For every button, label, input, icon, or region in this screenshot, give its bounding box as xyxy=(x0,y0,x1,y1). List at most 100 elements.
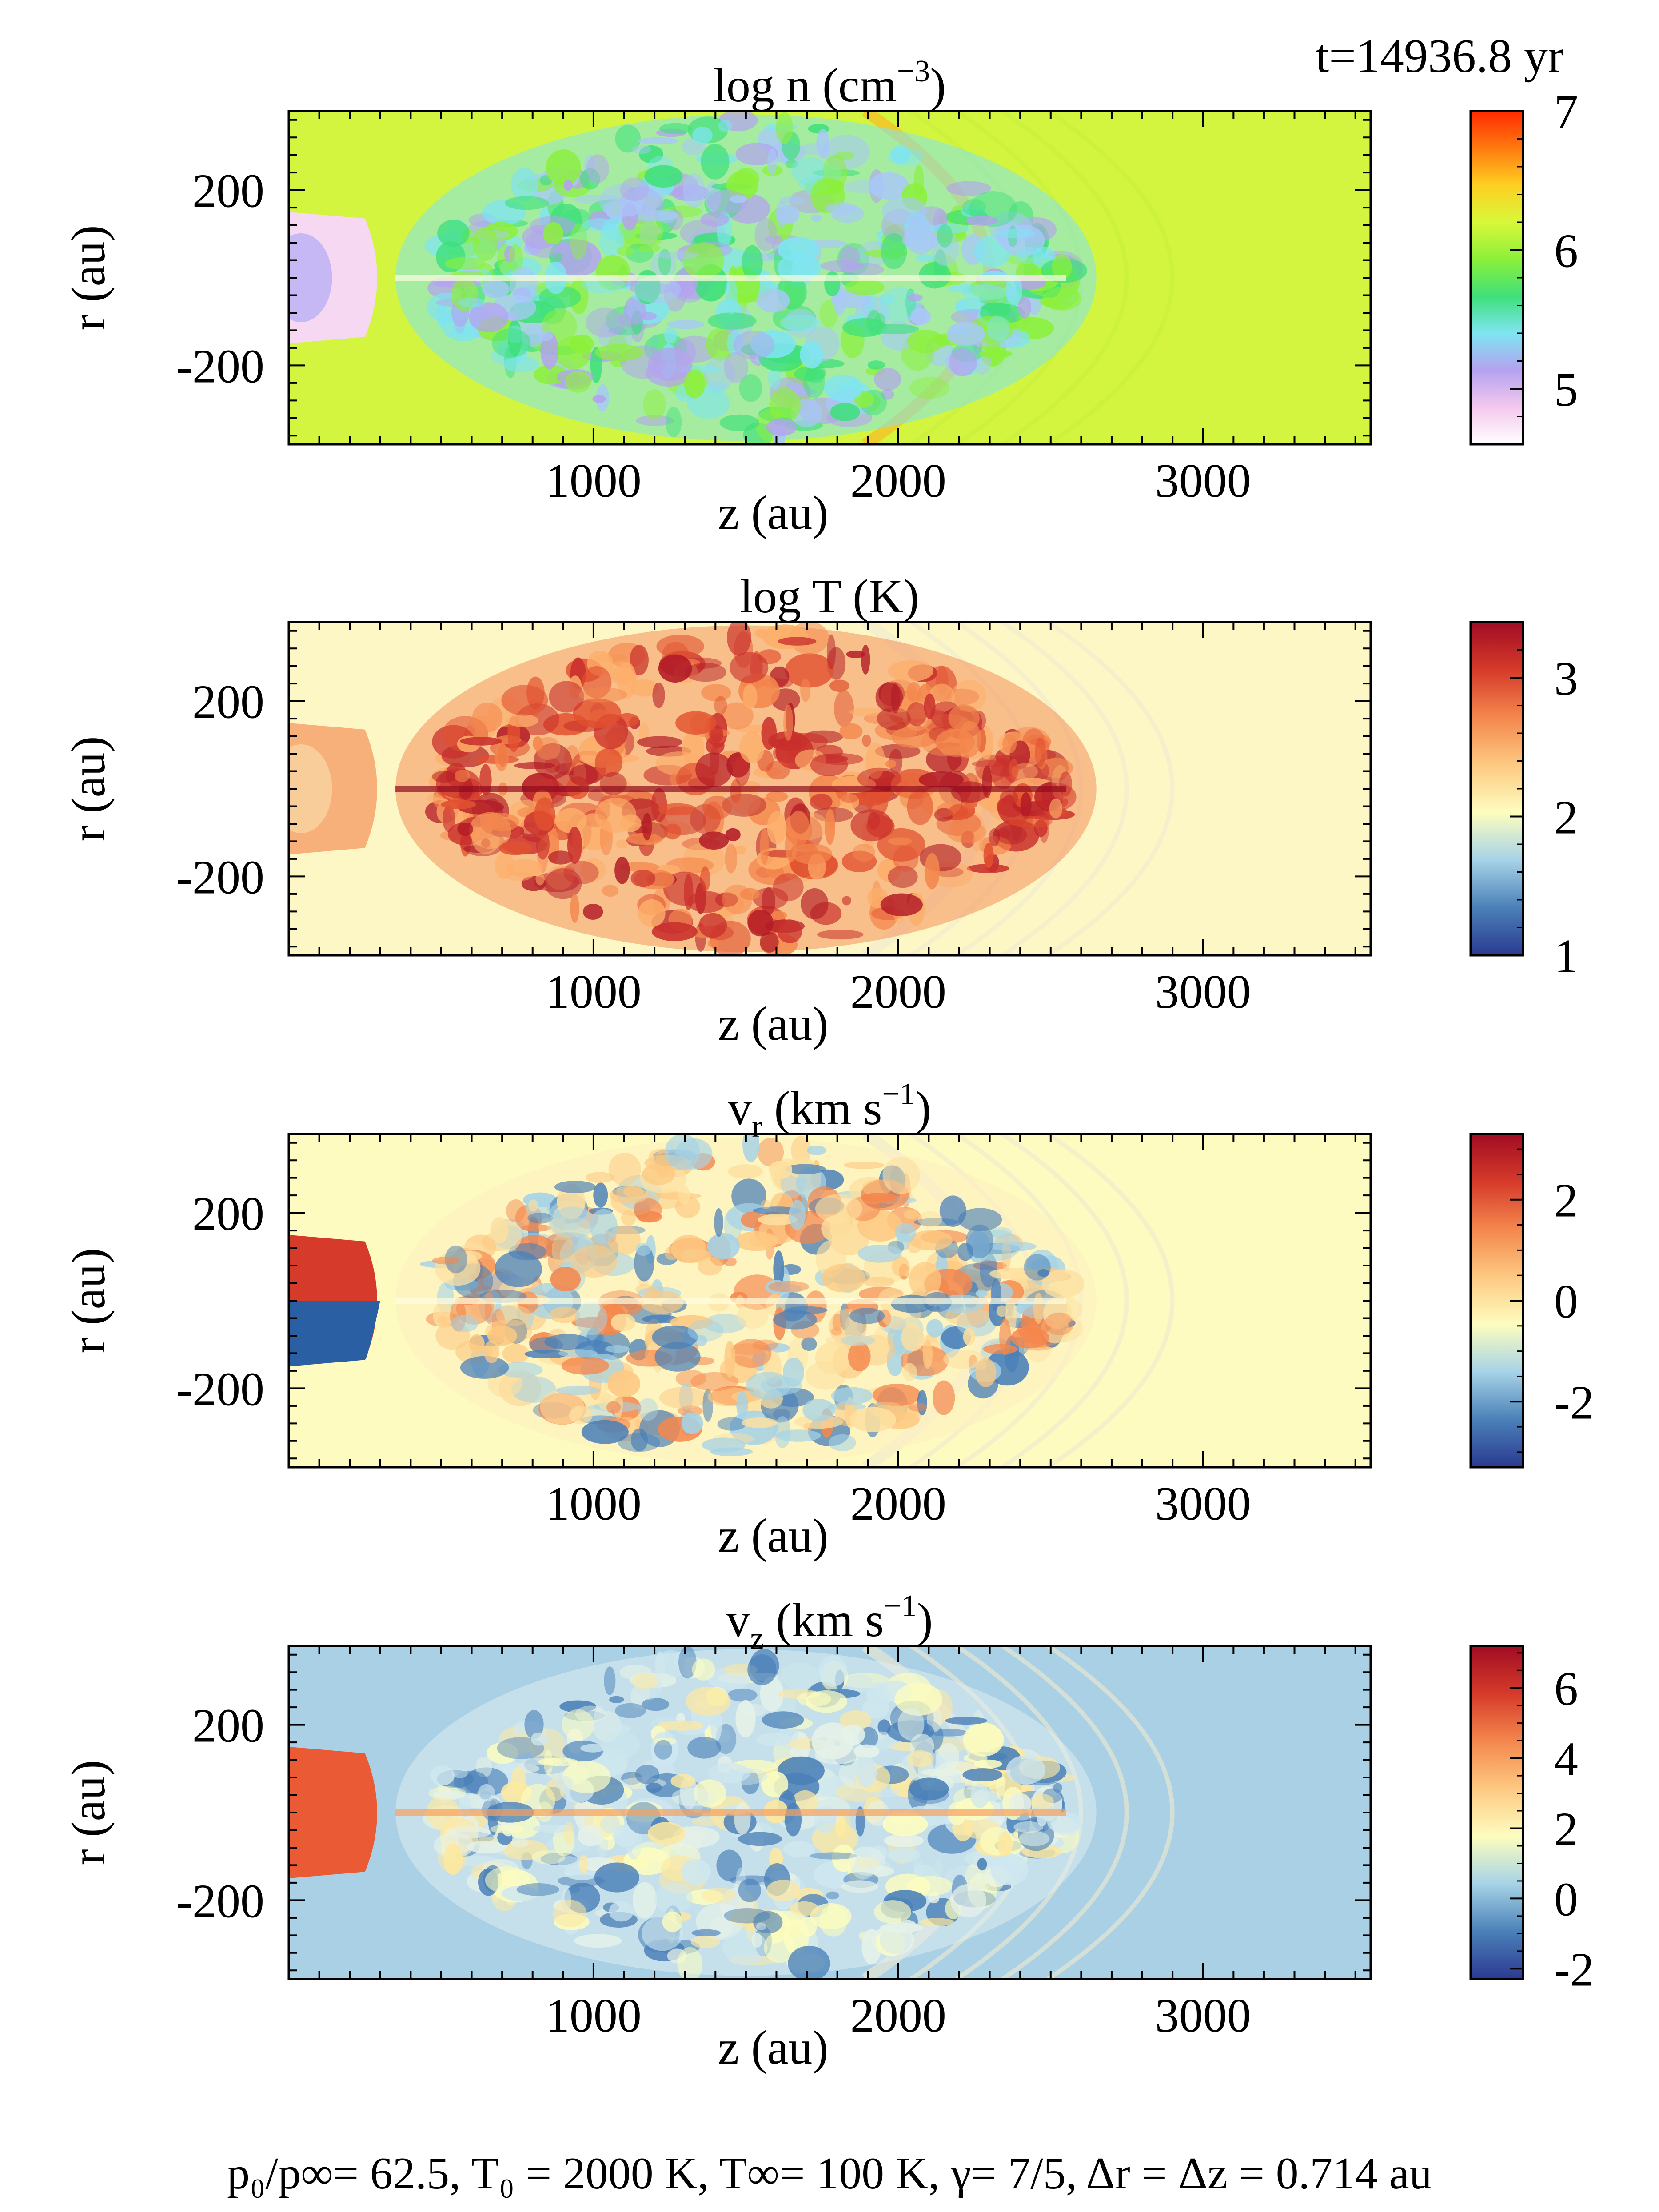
turbulence-blob xyxy=(658,248,671,276)
turbulence-blob xyxy=(692,1658,715,1681)
turbulence-blob xyxy=(738,1878,762,1902)
turbulence-blob xyxy=(948,704,980,732)
turbulence-blob xyxy=(935,729,975,755)
turbulence-blob xyxy=(875,1929,905,1956)
turbulence-blob xyxy=(849,1308,885,1324)
turbulence-blob xyxy=(975,1290,988,1298)
title-part: (km s xyxy=(762,1082,882,1135)
turbulence-blob xyxy=(913,1218,959,1226)
turbulence-blob xyxy=(528,1199,538,1212)
turbulence-blob xyxy=(608,1153,641,1186)
turbulence-blob xyxy=(1043,1299,1072,1330)
turbulence-blob xyxy=(695,752,733,787)
turbulence-blob xyxy=(578,1855,589,1873)
turbulence-blob xyxy=(907,789,933,825)
x-tick-label: 2000 xyxy=(850,1477,946,1530)
turbulence-blob xyxy=(725,828,741,842)
heatmap-field xyxy=(289,622,1175,955)
turbulence-blob xyxy=(451,1315,479,1332)
turbulence-blob xyxy=(1037,1269,1049,1277)
colorbar-tick-label: 0 xyxy=(1554,1873,1578,1926)
turbulence-blob xyxy=(654,1342,701,1372)
turbulence-blob xyxy=(716,1849,742,1881)
turbulence-blob xyxy=(511,1766,526,1795)
title-part: −1 xyxy=(884,1589,917,1623)
turbulence-blob xyxy=(558,1349,598,1358)
turbulence-blob xyxy=(734,754,750,786)
turbulence-blob xyxy=(800,679,811,702)
turbulence-blob xyxy=(962,284,1007,301)
inflow-region xyxy=(289,1746,377,1879)
turbulence-blob xyxy=(867,812,880,830)
turbulence-blob xyxy=(803,1423,813,1431)
x-tick-label: 3000 xyxy=(1155,1989,1251,2042)
turbulence-blob xyxy=(783,704,793,741)
panel-title: log T (K) xyxy=(740,570,919,623)
turbulence-blob xyxy=(561,1357,609,1375)
turbulence-blob xyxy=(945,1717,988,1725)
turbulence-blob xyxy=(778,637,817,646)
turbulence-blob xyxy=(773,1310,817,1330)
turbulence-blob xyxy=(825,809,835,845)
turbulence-blob xyxy=(570,223,588,260)
turbulence-blob xyxy=(681,1412,703,1434)
turbulence-blob xyxy=(441,799,476,809)
turbulence-blob xyxy=(659,123,692,135)
turbulence-blob xyxy=(506,871,533,881)
turbulence-blob xyxy=(961,831,975,848)
turbulence-blob xyxy=(690,1935,720,1948)
turbulence-blob xyxy=(677,1947,703,1979)
turbulence-blob xyxy=(562,1761,611,1793)
turbulence-blob xyxy=(949,348,977,376)
turbulence-blob xyxy=(638,244,661,253)
turbulence-blob xyxy=(632,1842,671,1861)
x-axis-label: z (au) xyxy=(718,2021,829,2074)
turbulence-blob xyxy=(602,200,642,217)
turbulence-blob xyxy=(840,1710,871,1730)
colorbar xyxy=(1469,1645,1524,1980)
turbulence-blob xyxy=(874,1900,911,1924)
turbulence-blob xyxy=(895,1222,916,1242)
turbulence-blob xyxy=(530,1732,547,1746)
x-tick-label: 3000 xyxy=(1155,455,1251,507)
turbulence-blob xyxy=(582,903,603,920)
y-tick-label: -200 xyxy=(176,1875,264,1928)
turbulence-blob xyxy=(609,1696,624,1703)
turbulence-blob xyxy=(637,736,682,748)
turbulence-blob xyxy=(720,702,754,730)
turbulence-blob xyxy=(594,344,644,361)
turbulence-blob xyxy=(966,864,1009,873)
turbulence-blob xyxy=(768,1281,810,1293)
turbulence-blob xyxy=(579,687,627,703)
colorbar-tick-label: 6 xyxy=(1554,225,1578,278)
turbulence-blob xyxy=(626,833,662,845)
title-part: ) xyxy=(915,1082,931,1135)
turbulence-blob xyxy=(760,827,769,865)
shock-arc xyxy=(1046,1646,1175,1979)
turbulence-blob xyxy=(861,644,870,675)
jet-axis xyxy=(395,786,1066,792)
turbulence-blob xyxy=(742,684,758,709)
turbulence-blob xyxy=(881,233,907,269)
turbulence-blob xyxy=(880,1922,924,1933)
turbulence-blob xyxy=(756,288,790,313)
turbulence-blob xyxy=(918,771,964,788)
title-part: r xyxy=(752,1110,762,1144)
turbulence-blob xyxy=(472,226,498,261)
turbulence-blob xyxy=(698,1257,722,1276)
turbulence-blob xyxy=(636,415,674,426)
turbulence-blob xyxy=(909,1777,949,1801)
turbulence-blob xyxy=(687,1319,724,1342)
turbulence-blob xyxy=(789,1200,806,1230)
panel-4: 1000 2000 3000 200 -200 z (au) r (au) vz (km s−… xyxy=(62,1589,1594,2074)
turbulence-blob xyxy=(1033,1292,1044,1324)
turbulence-blob xyxy=(901,1324,924,1352)
turbulence-blob xyxy=(862,1179,892,1196)
turbulence-blob xyxy=(895,1682,943,1716)
turbulence-blob xyxy=(631,145,651,154)
turbulence-blob xyxy=(838,1809,851,1840)
panel-2: 1000 2000 3000 200 -200 z (au) r (au) log T (K)… xyxy=(62,570,1578,1050)
turbulence-blob xyxy=(760,1677,784,1712)
turbulence-blob xyxy=(909,1230,953,1250)
turbulence-blob xyxy=(609,1901,634,1922)
